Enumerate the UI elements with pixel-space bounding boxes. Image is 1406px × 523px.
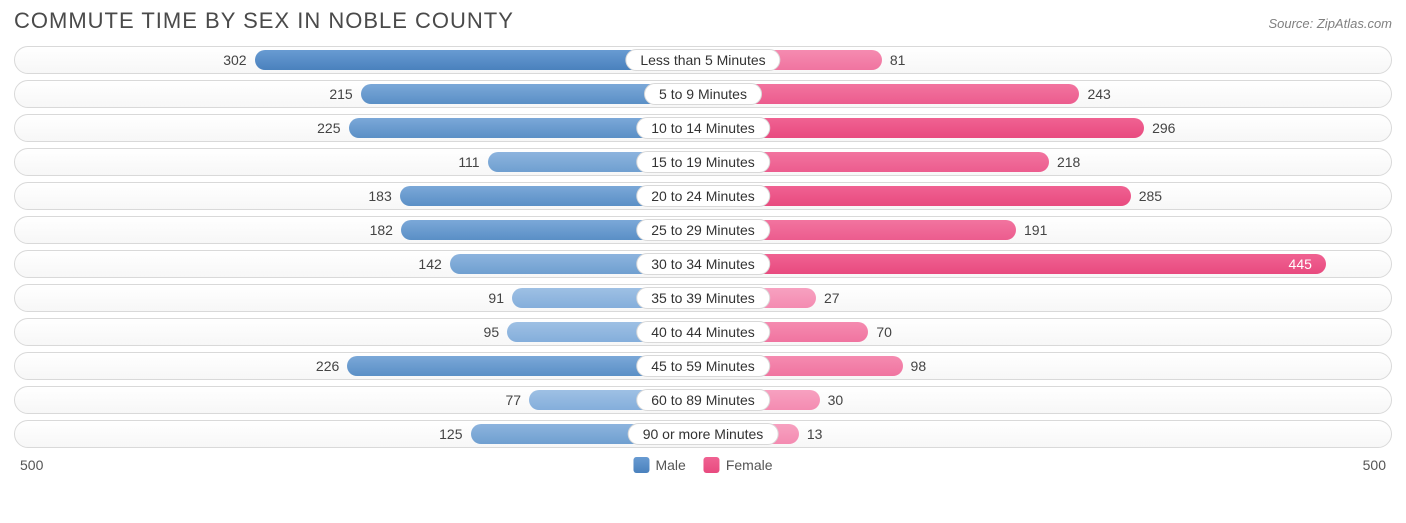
female-value-label: 243 — [1087, 86, 1110, 102]
female-value-label: 218 — [1057, 154, 1080, 170]
chart-row: 15 to 19 Minutes 111 218 — [14, 148, 1392, 176]
legend-item-female: Female — [704, 457, 773, 473]
row-category-label: 90 or more Minutes — [628, 423, 779, 445]
female-value-label: 191 — [1024, 222, 1047, 238]
female-value-label: 81 — [890, 52, 906, 68]
row-category-label: 35 to 39 Minutes — [636, 287, 770, 309]
row-category-label: 5 to 9 Minutes — [644, 83, 762, 105]
male-value-label: 125 — [439, 426, 462, 442]
chart-row: 60 to 89 Minutes 77 30 — [14, 386, 1392, 414]
row-category-label: 10 to 14 Minutes — [636, 117, 770, 139]
row-category-label: 30 to 34 Minutes — [636, 253, 770, 275]
chart-row: 45 to 59 Minutes 226 98 — [14, 352, 1392, 380]
female-value-label: 445 — [1289, 256, 1312, 272]
row-category-label: Less than 5 Minutes — [625, 49, 780, 71]
male-value-label: 183 — [368, 188, 391, 204]
chart-row: 30 to 34 Minutes 142 445 — [14, 250, 1392, 278]
female-bar — [703, 254, 1326, 274]
male-value-label: 111 — [458, 154, 479, 170]
female-value-label: 70 — [876, 324, 892, 340]
chart-row: 35 to 39 Minutes 91 27 — [14, 284, 1392, 312]
chart-source: Source: ZipAtlas.com — [1268, 16, 1392, 31]
chart-row: 40 to 44 Minutes 95 70 — [14, 318, 1392, 346]
male-value-label: 77 — [505, 392, 521, 408]
male-value-label: 182 — [370, 222, 393, 238]
male-value-label: 142 — [418, 256, 441, 272]
chart-rows: Less than 5 Minutes 302 81 5 to 9 Minutes 21… — [14, 46, 1392, 448]
female-value-label: 285 — [1139, 188, 1162, 204]
row-category-label: 15 to 19 Minutes — [636, 151, 770, 173]
row-category-label: 45 to 59 Minutes — [636, 355, 770, 377]
chart-row: 25 to 29 Minutes 182 191 — [14, 216, 1392, 244]
female-value-label: 296 — [1152, 120, 1175, 136]
male-value-label: 302 — [223, 52, 246, 68]
chart-header: COMMUTE TIME BY SEX IN NOBLE COUNTY Sour… — [14, 8, 1392, 34]
male-value-label: 215 — [329, 86, 352, 102]
male-value-label: 91 — [488, 290, 504, 306]
row-category-label: 20 to 24 Minutes — [636, 185, 770, 207]
row-category-label: 25 to 29 Minutes — [636, 219, 770, 241]
legend: Male Female — [633, 457, 772, 473]
row-category-label: 60 to 89 Minutes — [636, 389, 770, 411]
axis-max-left: 500 — [20, 457, 43, 473]
chart-row: 5 to 9 Minutes 215 243 — [14, 80, 1392, 108]
chart-container: COMMUTE TIME BY SEX IN NOBLE COUNTY Sour… — [0, 0, 1406, 482]
chart-title: COMMUTE TIME BY SEX IN NOBLE COUNTY — [14, 8, 514, 34]
chart-row: 20 to 24 Minutes 183 285 — [14, 182, 1392, 210]
female-swatch — [704, 457, 720, 473]
male-value-label: 225 — [317, 120, 340, 136]
legend-male-label: Male — [655, 457, 685, 473]
female-value-label: 27 — [824, 290, 840, 306]
female-value-label: 13 — [807, 426, 823, 442]
row-category-label: 40 to 44 Minutes — [636, 321, 770, 343]
female-value-label: 98 — [911, 358, 927, 374]
chart-footer: 500 Male Female 500 — [14, 454, 1392, 476]
male-swatch — [633, 457, 649, 473]
legend-female-label: Female — [726, 457, 773, 473]
chart-row: 90 or more Minutes 125 13 — [14, 420, 1392, 448]
chart-row: Less than 5 Minutes 302 81 — [14, 46, 1392, 74]
female-value-label: 30 — [828, 392, 844, 408]
axis-max-right: 500 — [1363, 457, 1386, 473]
male-value-label: 95 — [484, 324, 500, 340]
male-value-label: 226 — [316, 358, 339, 374]
legend-item-male: Male — [633, 457, 685, 473]
chart-row: 10 to 14 Minutes 225 296 — [14, 114, 1392, 142]
